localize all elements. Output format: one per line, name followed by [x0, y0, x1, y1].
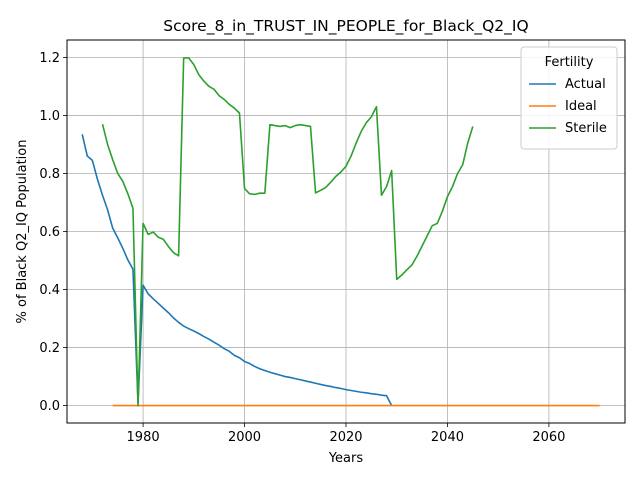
series-line-sterile [101, 57, 474, 407]
legend-label-ideal: Ideal [565, 99, 597, 114]
y-tick-label: 0.6 [39, 225, 60, 240]
legend-label-actual: Actual [565, 77, 606, 92]
series-line-actual [81, 134, 393, 406]
y-tick-label: 0.8 [39, 167, 60, 182]
y-tick-label: 0.0 [39, 399, 60, 414]
y-axis-label: % of Black Q2_IQ Population [15, 140, 30, 324]
y-tick-label: 0.2 [39, 341, 60, 356]
series-layer [81, 57, 600, 407]
x-tick-label: 2000 [228, 430, 261, 445]
x-tick-label: 2060 [532, 430, 565, 445]
chart-title: Score_8_in_TRUST_IN_PEOPLE_for_Black_Q2_… [163, 17, 528, 36]
x-tick-label: 2020 [329, 430, 362, 445]
x-tick-label: 1980 [127, 430, 160, 445]
y-tick-label: 1.2 [39, 51, 60, 66]
legend-title: Fertility [545, 55, 594, 70]
legend-label-sterile: Sterile [565, 121, 607, 136]
legend-box [520, 46, 618, 150]
y-tick-label: 1.0 [39, 109, 60, 124]
y-tick-label: 0.4 [39, 283, 60, 298]
axis-ticks: 1980 2000 2020 2040 2060 0.0 0.2 0.4 0.6 0.8 1.0 1.… [39, 51, 565, 445]
x-axis-label: Years [328, 451, 364, 466]
legend: Fertility Actual Ideal Sterile [520, 46, 618, 150]
x-tick-label: 2040 [431, 430, 464, 445]
